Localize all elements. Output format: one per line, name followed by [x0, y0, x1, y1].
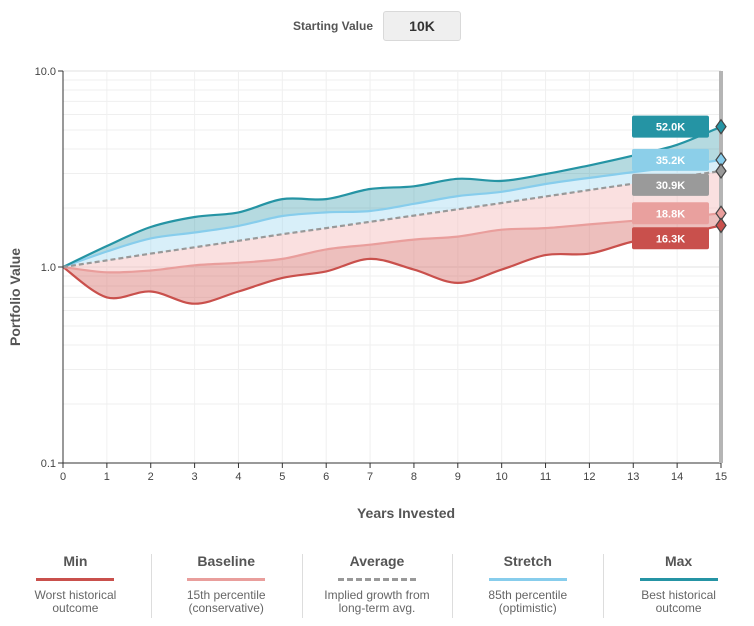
band-stretch-average	[63, 159, 721, 267]
x-tick-label: 1	[104, 471, 110, 483]
legend-line-min	[36, 578, 115, 581]
x-tick-label: 14	[671, 471, 683, 483]
end-label-stretch: 35.2K	[656, 155, 685, 167]
end-label-baseline: 18.8K	[656, 208, 685, 220]
x-tick-label: 10	[496, 471, 508, 483]
chart-legend: Min Worst historical outcome Baseline 15…	[0, 548, 754, 626]
x-tick-label: 15	[715, 471, 727, 483]
legend-desc: Best historical	[641, 588, 716, 602]
x-tick-label: 4	[235, 471, 241, 483]
x-tick-label: 7	[367, 471, 373, 483]
legend-desc: (optimistic)	[498, 601, 557, 615]
legend-desc: Implied growth from	[324, 588, 430, 602]
legend-desc: outcome	[52, 601, 99, 615]
x-tick-label: 8	[411, 471, 417, 483]
end-marker-average	[715, 162, 727, 180]
x-tick-label: 3	[192, 471, 198, 483]
end-marker-max	[715, 118, 727, 135]
legend-desc: outcome	[655, 601, 702, 615]
legend-title: Average	[349, 553, 405, 569]
legend-item-baseline: Baseline 15th percentile (conservative)	[150, 548, 302, 626]
x-tick-label: 9	[455, 471, 461, 483]
legend-title: Max	[664, 553, 693, 569]
end-label-average: 30.9K	[656, 180, 685, 192]
legend-title: Min	[63, 553, 88, 569]
legend-desc: 15th percentile	[186, 588, 266, 602]
band-baseline-min	[63, 213, 721, 304]
y-tick-label: 10.0	[35, 66, 56, 78]
x-tick-label: 5	[279, 471, 285, 483]
end-label-max: 52.0K	[656, 122, 685, 134]
end-label-box-stretch	[632, 148, 709, 171]
starting-value-control: Starting Value 10K	[0, 11, 754, 41]
x-tick-label: 11	[540, 471, 551, 483]
end-label-box-average	[632, 173, 709, 196]
x-tick-label: 12	[583, 471, 595, 483]
end-label-min: 16.3K	[656, 233, 685, 245]
y-tick-label: 0.1	[41, 458, 56, 470]
x-tick-label: 13	[627, 471, 639, 483]
series-line-stretch	[62, 158, 722, 269]
legend-desc: long-term avg.	[338, 601, 416, 615]
band-average-baseline	[63, 171, 721, 273]
legend-line-baseline	[187, 578, 266, 581]
end-label-box-max	[632, 115, 709, 138]
y-tick-label: 1.0	[41, 262, 56, 274]
x-tick-label: 0	[60, 471, 66, 483]
legend-title: Stretch	[503, 553, 552, 569]
legend-item-min: Min Worst historical outcome	[0, 548, 151, 626]
series-line-baseline	[62, 212, 722, 274]
legend-desc: 85th percentile	[488, 588, 568, 602]
legend-line-max	[639, 578, 718, 581]
starting-value-label: Starting Value	[292, 19, 374, 33]
band-max-stretch	[63, 126, 721, 267]
legend-item-stretch: Stretch 85th percentile (optimistic)	[452, 548, 603, 626]
series-line-min	[62, 224, 722, 305]
end-label-box-baseline	[632, 202, 709, 225]
y-axis-label: Portfolio Value	[7, 248, 23, 346]
legend-desc: Worst historical	[34, 588, 117, 602]
end-marker-min	[715, 217, 727, 234]
legend-line-stretch	[488, 578, 567, 581]
series-line-max	[62, 125, 722, 268]
x-tick-label: 6	[323, 471, 329, 483]
legend-item-max: Max Best historical outcome	[603, 548, 754, 626]
legend-item-average: Average Implied growth from long-term av…	[301, 548, 453, 626]
legend-title: Baseline	[197, 553, 255, 569]
legend-line-average	[337, 578, 416, 581]
x-tick-label: 2	[148, 471, 154, 483]
end-label-box-min	[632, 227, 709, 250]
legend-desc: (conservative)	[188, 601, 264, 615]
x-axis-label: Years Invested	[357, 505, 455, 521]
series-line-average	[62, 169, 722, 269]
starting-value-input[interactable]: 10K	[383, 11, 462, 41]
